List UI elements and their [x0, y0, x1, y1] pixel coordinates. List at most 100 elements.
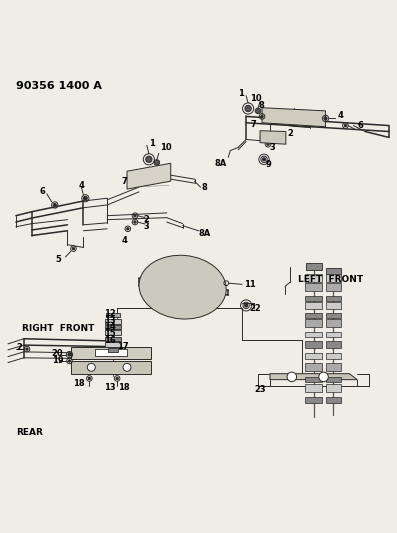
Circle shape	[267, 143, 269, 146]
Circle shape	[68, 360, 71, 362]
Polygon shape	[71, 346, 151, 359]
Text: 17: 17	[117, 342, 129, 351]
Text: 9: 9	[266, 159, 272, 168]
Circle shape	[255, 108, 261, 114]
Bar	[305, 377, 322, 382]
Bar	[105, 342, 121, 346]
Text: 19: 19	[52, 356, 63, 365]
Bar	[305, 353, 322, 359]
Text: 13: 13	[104, 383, 116, 392]
Circle shape	[319, 372, 328, 382]
Bar	[105, 330, 121, 335]
Circle shape	[134, 221, 136, 223]
Bar	[305, 302, 322, 309]
Circle shape	[261, 115, 263, 118]
Bar	[326, 353, 341, 359]
Text: 10: 10	[160, 143, 171, 152]
Text: 22: 22	[249, 304, 261, 313]
Text: 4: 4	[121, 236, 127, 245]
Circle shape	[262, 158, 266, 161]
Text: 8: 8	[258, 101, 264, 110]
Circle shape	[344, 124, 347, 127]
Circle shape	[123, 364, 131, 372]
Bar	[326, 319, 341, 327]
Text: 23: 23	[254, 385, 266, 394]
Bar	[306, 263, 322, 270]
Bar	[326, 274, 341, 281]
Circle shape	[88, 377, 91, 379]
Text: 8A: 8A	[198, 229, 211, 238]
Circle shape	[83, 196, 87, 200]
Text: 14: 14	[104, 322, 116, 332]
Text: 18: 18	[73, 379, 85, 387]
Circle shape	[146, 156, 152, 163]
Circle shape	[116, 377, 118, 379]
Bar	[305, 274, 322, 281]
Text: 13: 13	[104, 316, 116, 325]
Text: 11: 11	[244, 280, 256, 289]
Circle shape	[53, 204, 56, 207]
Bar	[108, 348, 118, 352]
Text: RIGHT  FRONT: RIGHT FRONT	[22, 324, 94, 333]
Bar	[305, 362, 322, 370]
Bar	[326, 268, 341, 273]
Polygon shape	[270, 374, 357, 379]
Bar	[305, 312, 322, 318]
Bar	[326, 377, 341, 382]
Bar	[105, 319, 121, 324]
Text: 12: 12	[104, 309, 116, 318]
Circle shape	[72, 247, 75, 250]
Bar	[326, 332, 341, 337]
Bar	[305, 332, 322, 337]
Bar	[305, 384, 322, 392]
Bar	[326, 283, 341, 291]
Bar	[105, 325, 121, 329]
Polygon shape	[127, 163, 171, 189]
Bar	[305, 397, 322, 403]
Circle shape	[134, 214, 136, 217]
Polygon shape	[262, 108, 326, 127]
Text: 18: 18	[118, 383, 130, 392]
Bar	[326, 296, 341, 302]
Text: 1: 1	[149, 139, 155, 148]
Polygon shape	[71, 361, 151, 374]
Text: 7: 7	[121, 176, 127, 185]
Text: 20: 20	[52, 349, 63, 358]
Text: 5: 5	[56, 255, 62, 264]
Bar	[105, 337, 121, 341]
Bar	[305, 341, 322, 348]
Circle shape	[87, 364, 95, 372]
Text: 2: 2	[144, 215, 150, 224]
Text: 10: 10	[250, 94, 262, 103]
Text: 8: 8	[202, 183, 207, 191]
Bar	[326, 302, 341, 309]
Circle shape	[154, 160, 160, 165]
Text: 2: 2	[17, 343, 23, 352]
Bar	[106, 312, 120, 317]
Text: 1: 1	[238, 90, 244, 98]
Ellipse shape	[139, 255, 226, 319]
Circle shape	[324, 117, 327, 120]
Text: 6: 6	[357, 121, 363, 130]
Circle shape	[127, 228, 129, 230]
Text: 2: 2	[287, 129, 293, 138]
Polygon shape	[260, 131, 286, 144]
Text: 15: 15	[104, 329, 116, 338]
Circle shape	[245, 304, 248, 307]
Circle shape	[26, 348, 28, 350]
Circle shape	[287, 372, 297, 382]
Text: 4: 4	[79, 181, 85, 190]
Text: 90356 1400 A: 90356 1400 A	[16, 80, 102, 91]
Bar	[305, 319, 322, 327]
Text: LEFT  FRONT: LEFT FRONT	[298, 274, 363, 284]
Bar	[326, 312, 341, 318]
Bar	[326, 341, 341, 348]
Bar	[305, 283, 322, 291]
Circle shape	[68, 353, 71, 356]
Text: REAR: REAR	[16, 428, 43, 437]
Text: 3: 3	[144, 222, 149, 231]
Text: 16: 16	[104, 336, 116, 345]
Bar	[305, 296, 322, 302]
Bar	[326, 397, 341, 403]
Text: 7: 7	[251, 120, 256, 129]
